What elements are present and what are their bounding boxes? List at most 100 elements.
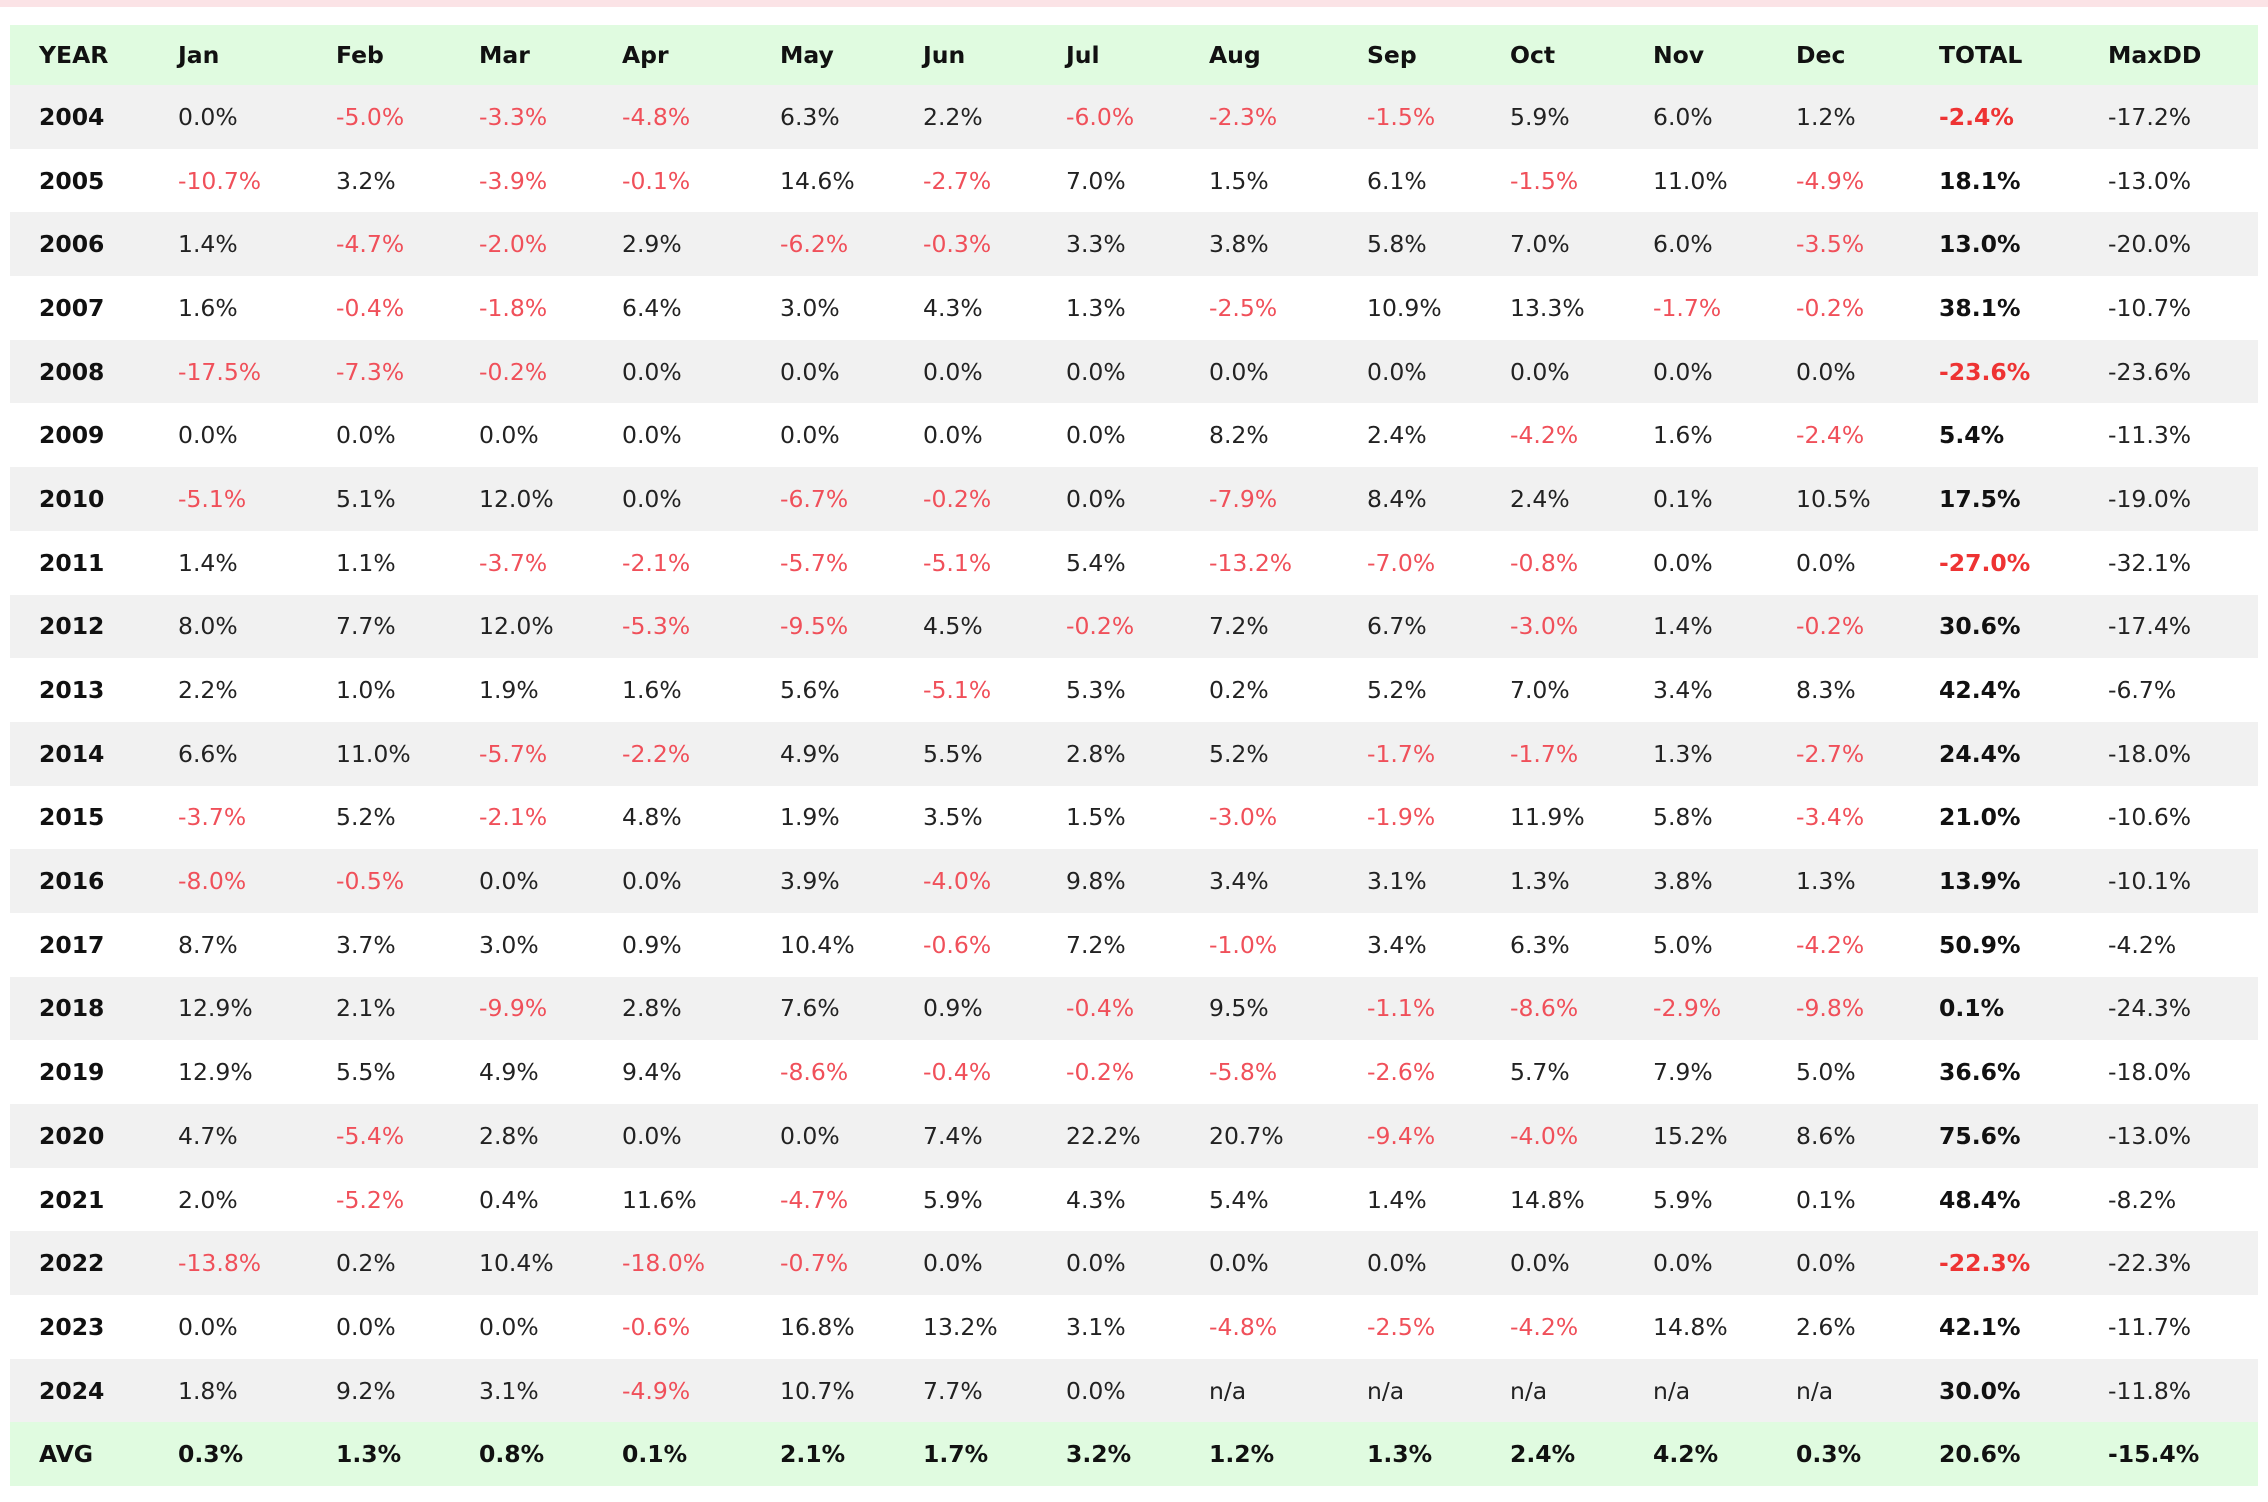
month-cell-jul: 2.8% [1066,739,1126,768]
total-cell: 36.6% [1939,1058,2021,1087]
month-cell-jun: 0.9% [923,994,983,1023]
month-cell-sep: 6.1% [1367,166,1427,195]
month-cell-oct: -4.0% [1510,1121,1579,1150]
month-cell-may: 4.9% [780,739,840,768]
average-cell-aug: 1.2% [1209,1440,1275,1469]
month-cell-sep: -1.7% [1367,739,1436,768]
month-cell-jun: 3.5% [923,803,983,832]
month-cell-dec: 2.6% [1796,1312,1856,1341]
month-cell-feb: 3.7% [336,930,396,959]
month-cell-aug: -7.9% [1209,484,1278,513]
column-header-may: May [780,41,834,69]
month-cell-nov: 5.0% [1653,930,1713,959]
month-cell-feb: -4.7% [336,230,405,259]
column-header-maxdd: MaxDD [2108,41,2202,69]
average-cell-maxdd: -15.4% [2108,1440,2200,1469]
month-cell-oct: -4.2% [1510,421,1579,450]
month-cell-jun: -0.2% [923,484,992,513]
total-cell: -2.4% [1939,102,2014,131]
month-cell-jan: 12.9% [178,994,253,1023]
month-cell-jan: -3.7% [178,803,247,832]
year-cell: 2004 [39,102,105,131]
year-cell: 2014 [39,739,105,768]
month-cell-sep: 8.4% [1367,484,1427,513]
month-cell-feb: 5.1% [336,484,396,513]
month-cell-may: 0.0% [780,357,840,386]
month-cell-feb: 0.0% [336,1312,396,1341]
month-cell-may: 6.3% [780,102,840,131]
month-cell-jan: 2.0% [178,1185,238,1214]
month-cell-feb: 3.2% [336,166,396,195]
month-cell-feb: -0.5% [336,867,405,896]
month-cell-oct: 7.0% [1510,676,1570,705]
maxdd-cell: -10.7% [2108,293,2192,322]
table-row: 2024 1.8% 9.2% 3.1% -4.9% 10.7% 7.7% 0.0% n/a n/a… [10,1358,2258,1423]
month-cell-jul: 22.2% [1066,1121,1141,1150]
month-cell-jul: 0.0% [1066,484,1126,513]
month-cell-aug: -4.8% [1209,1312,1278,1341]
table-row: 2011 1.4% 1.1% -3.7% -2.1% -5.7% -5.1% 5.4% -13.… [10,530,2258,595]
year-cell: 2024 [39,1376,105,1405]
total-cell: -22.3% [1939,1249,2031,1278]
maxdd-cell: -10.1% [2108,867,2192,896]
month-cell-aug: -1.0% [1209,930,1278,959]
column-header-sep: Sep [1367,41,1417,69]
month-cell-jul: -0.2% [1066,612,1135,641]
month-cell-may: 5.6% [780,676,840,705]
month-cell-feb: -7.3% [336,357,405,386]
month-cell-apr: 1.6% [622,676,682,705]
month-cell-apr: -0.6% [622,1312,691,1341]
month-cell-dec: 0.0% [1796,548,1856,577]
table-row: 2013 2.2% 1.0% 1.9% 1.6% 5.6% -5.1% 5.3% 0.2% 5.2… [10,658,2258,722]
month-cell-feb: 11.0% [336,739,411,768]
month-cell-mar: 3.0% [479,930,539,959]
month-cell-sep: 0.0% [1367,1249,1427,1278]
month-cell-oct: -4.2% [1510,1312,1579,1341]
maxdd-cell: -8.2% [2108,1185,2177,1214]
month-cell-may: -4.7% [780,1185,849,1214]
year-cell: 2018 [39,994,105,1023]
maxdd-cell: -32.1% [2108,548,2192,577]
average-cell-jun: 1.7% [923,1440,989,1469]
month-cell-may: -5.7% [780,548,849,577]
month-cell-may: 0.0% [780,421,840,450]
month-cell-nov: 1.3% [1653,739,1713,768]
month-cell-mar: 0.0% [479,421,539,450]
month-cell-oct: 13.3% [1510,293,1585,322]
year-cell: 2015 [39,803,105,832]
total-cell: 13.9% [1939,867,2021,896]
month-cell-dec: 10.5% [1796,484,1871,513]
month-cell-sep: -1.1% [1367,994,1436,1023]
month-cell-jul: 7.2% [1066,930,1126,959]
month-cell-may: 7.6% [780,994,840,1023]
year-cell: 2023 [39,1312,105,1341]
month-cell-may: 3.9% [780,867,840,896]
month-cell-feb: 5.2% [336,803,396,832]
month-cell-mar: 0.0% [479,867,539,896]
month-cell-jul: -0.4% [1066,994,1135,1023]
month-cell-dec: 8.3% [1796,676,1856,705]
month-cell-jul: 0.0% [1066,1376,1126,1405]
month-cell-jul: 0.0% [1066,421,1126,450]
year-cell: 2012 [39,612,105,641]
month-cell-mar: 4.9% [479,1058,539,1087]
average-cell-may: 2.1% [780,1440,846,1469]
maxdd-cell: -11.3% [2108,421,2192,450]
month-cell-jul: 4.3% [1066,1185,1126,1214]
month-cell-dec: 0.0% [1796,1249,1856,1278]
month-cell-apr: -4.8% [622,102,691,131]
month-cell-dec: -4.9% [1796,166,1865,195]
month-cell-nov: n/a [1653,1376,1691,1405]
month-cell-jun: -5.1% [923,548,992,577]
month-cell-jun: 13.2% [923,1312,998,1341]
month-cell-nov: 11.0% [1653,166,1728,195]
maxdd-cell: -17.2% [2108,102,2192,131]
column-header-nov: Nov [1653,41,1705,69]
month-cell-sep: -7.0% [1367,548,1436,577]
month-cell-apr: 9.4% [622,1058,682,1087]
total-cell: 75.6% [1939,1121,2021,1150]
month-cell-mar: -9.9% [479,994,548,1023]
month-cell-mar: 0.4% [479,1185,539,1214]
maxdd-cell: -19.0% [2108,484,2192,513]
total-cell: -23.6% [1939,357,2031,386]
